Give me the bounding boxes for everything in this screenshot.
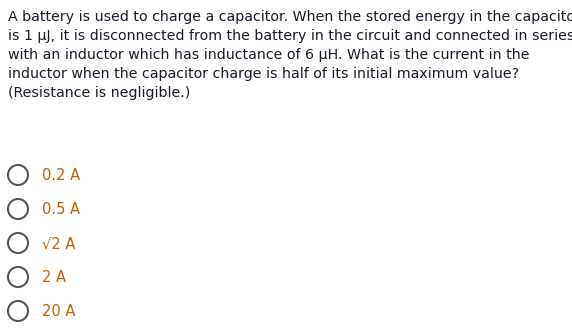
Text: 0.2 A: 0.2 A bbox=[42, 168, 80, 183]
Text: inductor when the capacitor charge is half of its initial maximum value?: inductor when the capacitor charge is ha… bbox=[8, 67, 519, 81]
Text: is 1 μJ, it is disconnected from the battery in the circuit and connected in ser: is 1 μJ, it is disconnected from the bat… bbox=[8, 29, 572, 43]
Text: 2 A: 2 A bbox=[42, 270, 66, 285]
Text: with an inductor which has inductance of 6 μH. What is the current in the: with an inductor which has inductance of… bbox=[8, 48, 530, 62]
Text: (Resistance is negligible.): (Resistance is negligible.) bbox=[8, 86, 190, 100]
Text: A battery is used to charge a capacitor. When the stored energy in the capacitor: A battery is used to charge a capacitor.… bbox=[8, 10, 572, 24]
Text: 0.5 A: 0.5 A bbox=[42, 202, 80, 217]
Text: 20 A: 20 A bbox=[42, 304, 76, 319]
Text: √2 A: √2 A bbox=[42, 236, 76, 251]
